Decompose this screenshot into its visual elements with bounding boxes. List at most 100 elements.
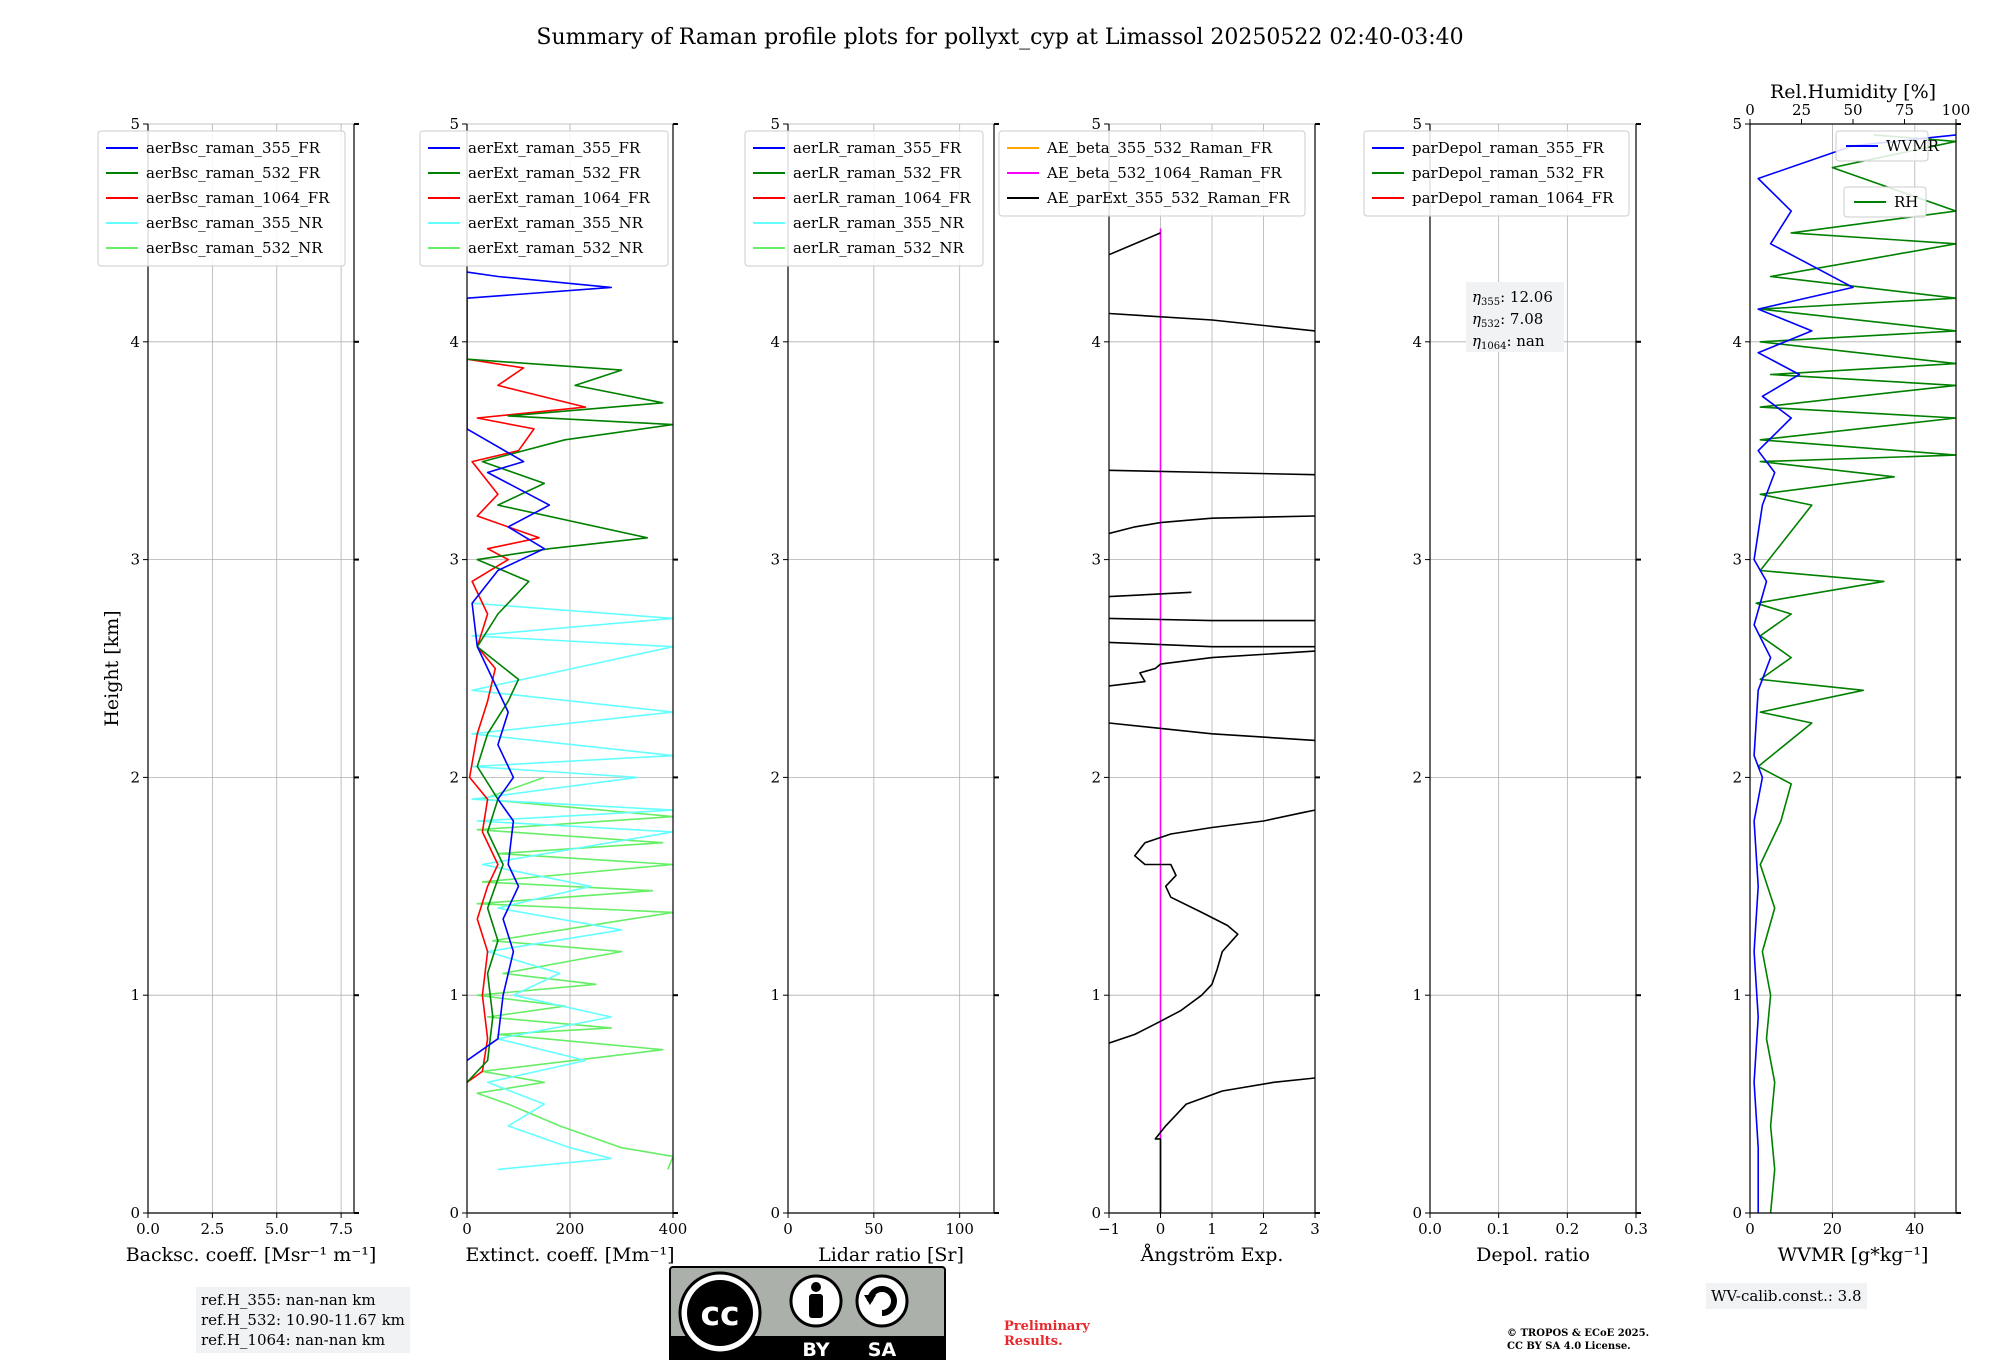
panel-depol: 0.0 0.1 0.2 0.3 0 1 2 3 4 5 Depol. ratio parDepol_r…	[1363, 115, 1648, 1266]
legend-label: RH	[1894, 193, 1918, 211]
top-x-axis-label: Rel.Humidity [%]	[1770, 81, 1936, 103]
y-tick-label: 4	[1732, 333, 1742, 351]
legend-label: aerLR_raman_532_NR	[793, 239, 964, 257]
legend-frame	[998, 130, 1306, 217]
top-x-tick-label: 0	[1745, 101, 1755, 119]
series-group	[467, 271, 673, 1171]
top-x-tick-label: 75	[1895, 101, 1914, 119]
reference-height-box: ref.H_355: nan-nan km ref.H_532: 10.90-1…	[196, 1287, 410, 1353]
y-tick-label: 0	[1732, 1204, 1742, 1222]
series-group	[1109, 228, 1315, 1213]
by-person-body	[809, 1294, 823, 1318]
eta-symbol: η	[1472, 332, 1481, 350]
y-tick-label: 5	[1412, 115, 1422, 133]
legend-label: aerBsc_raman_355_NR	[146, 214, 323, 232]
legend-label: AE_beta_532_1064_Raman_FR	[1046, 164, 1282, 182]
ref-height-532: ref.H_532: 10.90-11.67 km	[201, 1311, 405, 1329]
y-tick-label: 2	[1732, 768, 1742, 786]
x-tick-label: 2	[1259, 1220, 1269, 1238]
series-line-AE_parExt_355_532_Raman_FR	[1109, 312, 1315, 332]
by-person-head	[811, 1282, 821, 1292]
eta-subscript: 1064	[1481, 341, 1506, 352]
legend-label: aerLR_raman_355_NR	[793, 214, 964, 232]
series-line-aerExt_raman_532_NR	[476, 776, 673, 1170]
legend: WVMR	[1835, 130, 1940, 162]
preliminary-note: Preliminary Results.	[1004, 1319, 1090, 1349]
y-tick-label: 0	[1091, 1204, 1101, 1222]
y-tick-label: 1	[1732, 986, 1742, 1004]
y-tick-label: 0	[1412, 1204, 1422, 1222]
eta-annotation-box	[1466, 282, 1564, 352]
series-line-AE_parExt_355_532_Raman_FR	[1154, 1077, 1315, 1213]
copyright-line-2: CC BY SA 4.0 License.	[1507, 1341, 1631, 1352]
copyright-note: © TROPOS & ECoE 2025. CC BY SA 4.0 Licen…	[1507, 1327, 1649, 1353]
legend-frame	[97, 130, 346, 267]
legend-label: aerLR_raman_1064_FR	[793, 189, 971, 207]
series-line-aerExt_raman_1064_FR	[467, 358, 587, 1083]
legend-label: parDepol_raman_355_FR	[1412, 139, 1605, 157]
x-tick-label: 200	[556, 1220, 585, 1238]
x-tick-label: 0.1	[1487, 1220, 1511, 1238]
eta-number: : 12.06	[1500, 288, 1553, 306]
x-tick-label: 0	[1156, 1220, 1166, 1238]
y-tick-label: 5	[1732, 115, 1742, 133]
series-line-AE_parExt_355_532_Raman_FR	[1109, 515, 1315, 535]
series-line-WVMR	[1753, 134, 1956, 1213]
series-line-RH	[1755, 134, 1956, 1213]
y-tick-label: 1	[1091, 986, 1101, 1004]
y-tick-label: 1	[449, 986, 459, 1004]
panel-bsc: 0.0 2.5 5.0 7.5 0 1 2 3 4 5 Backsc. coeff. [Msr⁻¹ …	[97, 115, 377, 1266]
x-tick-label: 2.5	[200, 1220, 224, 1238]
legend-label: aerExt_raman_1064_FR	[468, 189, 650, 207]
cc-icon-inner	[687, 1280, 753, 1346]
x-tick-label: 3	[1310, 1220, 1320, 1238]
legend: aerExt_raman_355_FR aerExt_raman_532_FRae…	[419, 130, 669, 267]
x-axis-label: Depol. ratio	[1476, 1244, 1590, 1266]
y-tick-label: 5	[770, 115, 780, 133]
series-line-AE_parExt_355_532_Raman_FR	[1109, 809, 1315, 1044]
y-tick-label: 2	[1412, 768, 1422, 786]
legend: aerLR_raman_355_FR aerLR_raman_532_FR aerL…	[744, 130, 984, 267]
series-line-AE_parExt_355_532_Raman_FR	[1109, 641, 1315, 648]
legend-label: aerExt_raman_532_FR	[468, 164, 641, 182]
top-x-tick-label: 25	[1792, 101, 1811, 119]
x-axis-label: Extinct. coeff. [Mm⁻¹]	[465, 1244, 674, 1266]
x-axis-label: Lidar ratio [Sr]	[818, 1244, 964, 1266]
x-axis-label: WVMR [g*kg⁻¹]	[1778, 1244, 1929, 1266]
legend-label: aerBsc_raman_355_FR	[146, 139, 321, 157]
legend-label: AE_parExt_355_532_Raman_FR	[1046, 189, 1291, 207]
x-axis-label: Backsc. coeff. [Msr⁻¹ m⁻¹]	[126, 1244, 377, 1266]
legend-label: aerExt_raman_355_NR	[468, 214, 644, 232]
legend-label: WVMR	[1886, 137, 1940, 155]
legend-frame	[419, 130, 669, 267]
by-label: BY	[802, 1339, 829, 1360]
legend-frame	[744, 130, 984, 267]
eta-value: η355: 12.06	[1472, 288, 1553, 308]
y-tick-label: 0	[770, 1204, 780, 1222]
series-group	[1753, 134, 1956, 1213]
x-tick-label: 400	[659, 1220, 688, 1238]
cc-license-badge: cc BY SA	[669, 1266, 946, 1360]
eta-subscript: 532	[1481, 319, 1500, 330]
cc-icon-label: cc	[700, 1294, 739, 1333]
legend: parDepol_raman_355_FR parDepol_raman_532_…	[1363, 130, 1630, 217]
y-tick-label: 0	[130, 1204, 140, 1222]
sa-arrow-head	[864, 1295, 876, 1305]
legend-frame	[1835, 130, 1929, 162]
series-line-AE_parExt_355_532_Raman_FR	[1109, 617, 1315, 622]
legend-label: aerBsc_raman_1064_FR	[146, 189, 330, 207]
y-tick-label: 4	[1412, 333, 1422, 351]
y-tick-label: 4	[449, 333, 459, 351]
eta-value: η532: 7.08	[1472, 310, 1543, 330]
eta-symbol: η	[1472, 288, 1481, 306]
ref-height-1064: ref.H_1064: nan-nan km	[201, 1331, 386, 1349]
y-tick-label: 3	[1091, 551, 1101, 569]
series-line-aerExt_raman_355_NR	[471, 602, 673, 1171]
x-tick-label: 0.0	[136, 1220, 160, 1238]
y-tick-label: 2	[1091, 768, 1101, 786]
legend-label: parDepol_raman_532_FR	[1412, 164, 1605, 182]
x-tick-label: 40	[1905, 1220, 1924, 1238]
